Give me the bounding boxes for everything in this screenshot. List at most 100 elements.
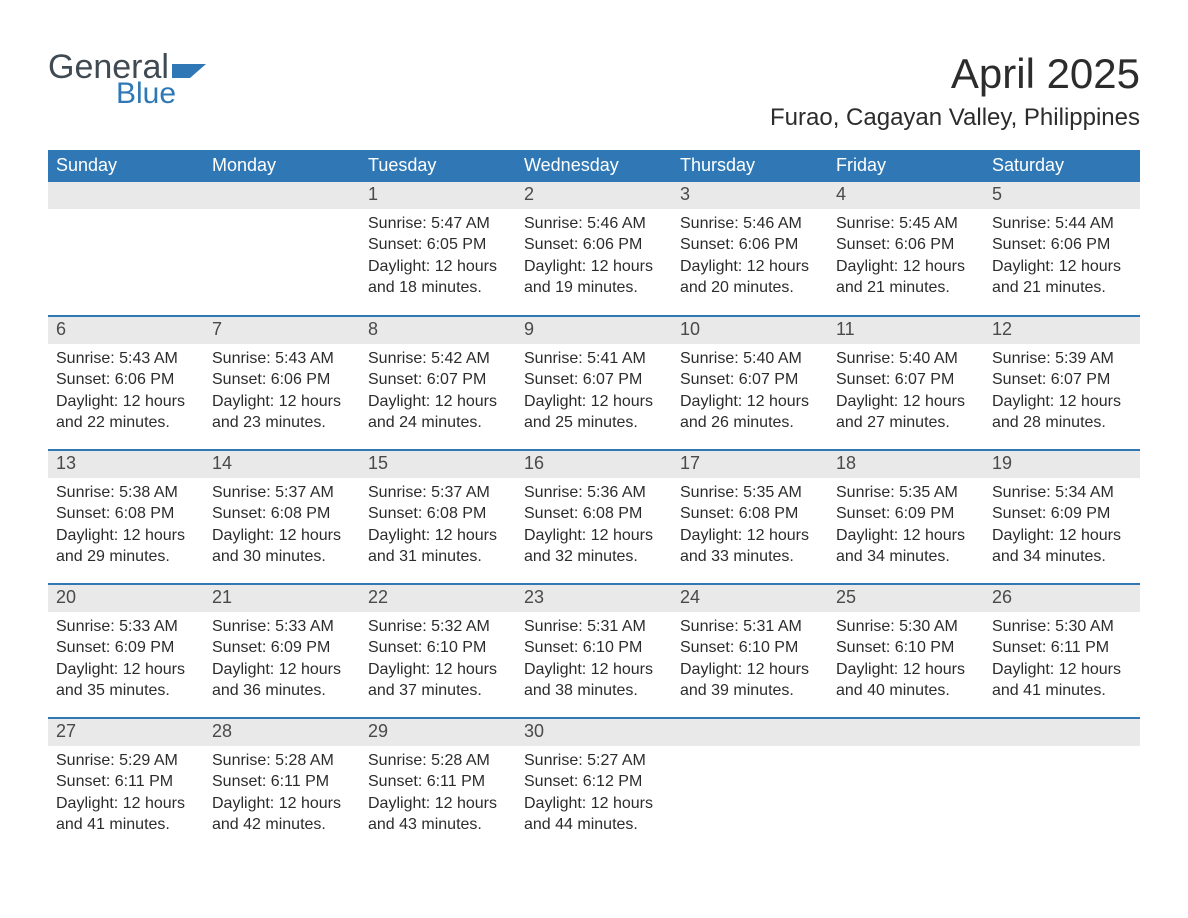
daylight-text: Daylight: 12 hours (212, 391, 352, 413)
calendar-day-cell: 19Sunrise: 5:34 AMSunset: 6:09 PMDayligh… (984, 450, 1140, 584)
daylight-text: Daylight: 12 hours (56, 391, 196, 413)
sunrise-text: Sunrise: 5:38 AM (56, 482, 196, 504)
sunset-text: Sunset: 6:11 PM (992, 637, 1132, 659)
day-number: 5 (984, 182, 1140, 209)
sunset-text: Sunset: 6:08 PM (368, 503, 508, 525)
day-sun-data: Sunrise: 5:39 AMSunset: 6:07 PMDaylight:… (984, 344, 1140, 440)
sunrise-text: Sunrise: 5:37 AM (212, 482, 352, 504)
daylight-text: and 22 minutes. (56, 412, 196, 434)
day-number: 4 (828, 182, 984, 209)
sunset-text: Sunset: 6:07 PM (680, 369, 820, 391)
sunset-text: Sunset: 6:07 PM (992, 369, 1132, 391)
calendar-month-title: April 2025 (770, 50, 1140, 98)
daylight-text: and 41 minutes. (56, 814, 196, 836)
day-number: 2 (516, 182, 672, 209)
day-sun-data: Sunrise: 5:46 AMSunset: 6:06 PMDaylight:… (516, 209, 672, 305)
calendar-day-cell: 3Sunrise: 5:46 AMSunset: 6:06 PMDaylight… (672, 182, 828, 316)
calendar-day-cell (204, 182, 360, 316)
daylight-text: Daylight: 12 hours (524, 793, 664, 815)
sunset-text: Sunset: 6:06 PM (836, 234, 976, 256)
sunrise-text: Sunrise: 5:43 AM (56, 348, 196, 370)
daylight-text: and 26 minutes. (680, 412, 820, 434)
day-sun-data: Sunrise: 5:31 AMSunset: 6:10 PMDaylight:… (672, 612, 828, 708)
weekday-header: Monday (204, 150, 360, 182)
daylight-text: Daylight: 12 hours (992, 391, 1132, 413)
daylight-text: and 28 minutes. (992, 412, 1132, 434)
day-sun-data: Sunrise: 5:28 AMSunset: 6:11 PMDaylight:… (204, 746, 360, 842)
day-sun-data (48, 209, 204, 219)
day-sun-data: Sunrise: 5:44 AMSunset: 6:06 PMDaylight:… (984, 209, 1140, 305)
daylight-text: and 40 minutes. (836, 680, 976, 702)
day-number: 27 (48, 719, 204, 746)
day-number: 12 (984, 317, 1140, 344)
daylight-text: and 24 minutes. (368, 412, 508, 434)
sunrise-text: Sunrise: 5:43 AM (212, 348, 352, 370)
day-sun-data: Sunrise: 5:47 AMSunset: 6:05 PMDaylight:… (360, 209, 516, 305)
day-sun-data: Sunrise: 5:33 AMSunset: 6:09 PMDaylight:… (204, 612, 360, 708)
day-number (828, 719, 984, 746)
day-number: 6 (48, 317, 204, 344)
day-number: 21 (204, 585, 360, 612)
day-sun-data: Sunrise: 5:46 AMSunset: 6:06 PMDaylight:… (672, 209, 828, 305)
day-number: 25 (828, 585, 984, 612)
day-number: 17 (672, 451, 828, 478)
sunrise-text: Sunrise: 5:28 AM (212, 750, 352, 772)
day-sun-data: Sunrise: 5:34 AMSunset: 6:09 PMDaylight:… (984, 478, 1140, 574)
day-sun-data: Sunrise: 5:32 AMSunset: 6:10 PMDaylight:… (360, 612, 516, 708)
sunrise-text: Sunrise: 5:30 AM (836, 616, 976, 638)
daylight-text: Daylight: 12 hours (836, 256, 976, 278)
day-number: 22 (360, 585, 516, 612)
sunrise-text: Sunrise: 5:46 AM (524, 213, 664, 235)
calendar-day-cell: 25Sunrise: 5:30 AMSunset: 6:10 PMDayligh… (828, 584, 984, 718)
daylight-text: Daylight: 12 hours (524, 659, 664, 681)
daylight-text: Daylight: 12 hours (56, 525, 196, 547)
daylight-text: and 25 minutes. (524, 412, 664, 434)
daylight-text: and 41 minutes. (992, 680, 1132, 702)
sunrise-text: Sunrise: 5:45 AM (836, 213, 976, 235)
sunrise-text: Sunrise: 5:29 AM (56, 750, 196, 772)
calendar-day-cell: 28Sunrise: 5:28 AMSunset: 6:11 PMDayligh… (204, 718, 360, 852)
calendar-day-cell: 30Sunrise: 5:27 AMSunset: 6:12 PMDayligh… (516, 718, 672, 852)
daylight-text: and 43 minutes. (368, 814, 508, 836)
calendar-day-cell: 27Sunrise: 5:29 AMSunset: 6:11 PMDayligh… (48, 718, 204, 852)
day-sun-data: Sunrise: 5:45 AMSunset: 6:06 PMDaylight:… (828, 209, 984, 305)
sunrise-text: Sunrise: 5:42 AM (368, 348, 508, 370)
sunset-text: Sunset: 6:06 PM (680, 234, 820, 256)
daylight-text: and 42 minutes. (212, 814, 352, 836)
calendar-day-cell: 26Sunrise: 5:30 AMSunset: 6:11 PMDayligh… (984, 584, 1140, 718)
day-number: 16 (516, 451, 672, 478)
calendar-day-cell: 23Sunrise: 5:31 AMSunset: 6:10 PMDayligh… (516, 584, 672, 718)
day-number: 15 (360, 451, 516, 478)
logo-word-blue: Blue (48, 80, 176, 107)
title-block: April 2025 Furao, Cagayan Valley, Philip… (770, 50, 1140, 132)
daylight-text: Daylight: 12 hours (524, 256, 664, 278)
daylight-text: Daylight: 12 hours (836, 391, 976, 413)
daylight-text: and 21 minutes. (992, 277, 1132, 299)
day-number: 19 (984, 451, 1140, 478)
day-number: 30 (516, 719, 672, 746)
sunrise-text: Sunrise: 5:40 AM (836, 348, 976, 370)
sunset-text: Sunset: 6:09 PM (212, 637, 352, 659)
sunrise-text: Sunrise: 5:36 AM (524, 482, 664, 504)
sunset-text: Sunset: 6:09 PM (992, 503, 1132, 525)
day-number: 9 (516, 317, 672, 344)
daylight-text: and 39 minutes. (680, 680, 820, 702)
sunset-text: Sunset: 6:10 PM (680, 637, 820, 659)
day-sun-data: Sunrise: 5:40 AMSunset: 6:07 PMDaylight:… (672, 344, 828, 440)
sunrise-text: Sunrise: 5:46 AM (680, 213, 820, 235)
daylight-text: and 19 minutes. (524, 277, 664, 299)
day-sun-data: Sunrise: 5:35 AMSunset: 6:08 PMDaylight:… (672, 478, 828, 574)
calendar-grid: Sunday Monday Tuesday Wednesday Thursday… (48, 150, 1140, 852)
weekday-header: Sunday (48, 150, 204, 182)
sunset-text: Sunset: 6:06 PM (992, 234, 1132, 256)
daylight-text: Daylight: 12 hours (680, 525, 820, 547)
daylight-text: Daylight: 12 hours (368, 793, 508, 815)
day-sun-data: Sunrise: 5:29 AMSunset: 6:11 PMDaylight:… (48, 746, 204, 842)
sunset-text: Sunset: 6:10 PM (524, 637, 664, 659)
calendar-page: General Blue April 2025 Furao, Cagayan V… (0, 0, 1188, 892)
sunrise-text: Sunrise: 5:33 AM (56, 616, 196, 638)
calendar-day-cell: 17Sunrise: 5:35 AMSunset: 6:08 PMDayligh… (672, 450, 828, 584)
calendar-week-row: 20Sunrise: 5:33 AMSunset: 6:09 PMDayligh… (48, 584, 1140, 718)
sunset-text: Sunset: 6:06 PM (524, 234, 664, 256)
calendar-day-cell: 13Sunrise: 5:38 AMSunset: 6:08 PMDayligh… (48, 450, 204, 584)
